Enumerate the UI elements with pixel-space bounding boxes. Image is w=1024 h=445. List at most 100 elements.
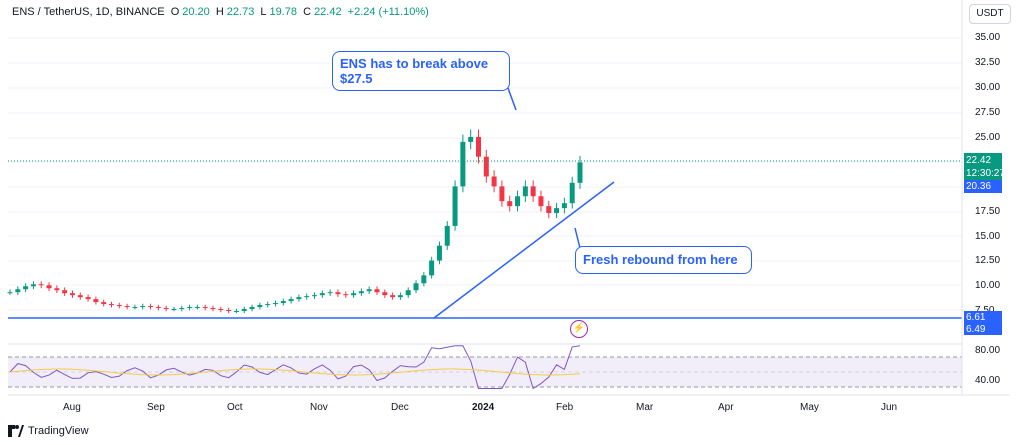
time-axis-label: Apr	[718, 402, 734, 413]
candle	[515, 196, 521, 207]
candle	[171, 309, 177, 311]
time-axis-label: Jun	[881, 402, 898, 413]
price-axis-label: 12.50	[975, 255, 1001, 266]
candle	[46, 285, 52, 289]
level-a-value: 6.61	[966, 312, 986, 323]
time-axis-label: Feb	[556, 402, 574, 413]
currency-button[interactable]: USDT	[969, 4, 1011, 24]
time-axis-label: Dec	[391, 402, 409, 413]
time-axis-label: Mar	[636, 402, 654, 413]
candle	[85, 297, 91, 300]
candle	[218, 309, 224, 311]
open-value: 20.20	[182, 6, 210, 18]
close-value: 22.42	[314, 6, 342, 18]
price-axis-label: 30.00	[975, 82, 1001, 93]
candle	[444, 225, 450, 246]
tradingview-brand[interactable]: TradingView	[8, 425, 89, 437]
candle	[382, 292, 388, 296]
candle	[335, 292, 341, 295]
change-value: +2.24 (+11.10%)	[347, 6, 429, 18]
close-label: C	[303, 6, 312, 18]
candle	[366, 289, 372, 292]
candle	[30, 284, 36, 287]
candle	[483, 156, 489, 177]
candle	[499, 186, 505, 202]
level-b-value: 6.49	[966, 324, 986, 335]
candle	[7, 292, 13, 294]
symbol-title[interactable]: ENS / TetherUS, 1D, BINANCE	[12, 6, 165, 18]
candle	[62, 290, 68, 294]
rsi-ma-line	[9, 368, 581, 376]
time-axis-label: Aug	[63, 402, 81, 413]
price-axis-label: 15.00	[975, 231, 1001, 242]
time-axis-label: Sep	[147, 402, 165, 413]
candle	[304, 296, 310, 298]
candle	[507, 201, 513, 207]
candle	[288, 299, 294, 302]
candle	[343, 294, 349, 296]
candle	[421, 275, 427, 284]
candle	[491, 176, 497, 187]
candle	[475, 136, 481, 157]
brand-name: TradingView	[28, 425, 89, 437]
candle	[155, 307, 161, 309]
candle	[468, 136, 474, 142]
high-value: 22.73	[226, 6, 255, 18]
candle	[554, 208, 560, 214]
price-axis-label: 35.00	[975, 32, 1001, 43]
candle	[397, 295, 403, 298]
candle	[351, 293, 357, 296]
candle	[249, 307, 255, 310]
tradingview-logo-icon	[8, 425, 24, 437]
candle	[54, 288, 60, 291]
price-axis-label: 10.00	[975, 280, 1001, 291]
last-price-tag: 22.42 12:30:27	[964, 153, 1005, 183]
candle	[109, 304, 115, 306]
low-label: L	[260, 6, 267, 18]
price-axis-label: 25.00	[975, 132, 1001, 143]
support-trendline[interactable]	[433, 181, 615, 319]
candle	[327, 292, 333, 294]
time-axis-label: 2024	[472, 402, 495, 413]
candle	[522, 186, 528, 197]
candle	[265, 304, 271, 306]
candle	[561, 203, 567, 209]
candle	[23, 286, 29, 290]
callout-bottom-pointer	[574, 227, 581, 249]
high-label: H	[215, 6, 224, 18]
candle	[460, 141, 466, 187]
callout-top-pointer	[507, 87, 517, 111]
open-label: O	[170, 6, 180, 18]
candle	[312, 295, 318, 297]
event-lightning-icon[interactable]: ⚡	[570, 320, 588, 338]
time-axis-label: Oct	[227, 402, 243, 413]
candle	[233, 310, 239, 312]
price-axis-label: 7.50	[975, 305, 994, 316]
candle	[569, 182, 575, 204]
price-axis-label: 17.50	[975, 206, 1001, 217]
candle	[413, 283, 419, 291]
candle	[38, 284, 44, 286]
price-axis-label: 27.50	[975, 107, 1001, 118]
candle	[405, 290, 411, 296]
candle	[93, 299, 99, 303]
last-price-value: 22.42	[966, 155, 992, 166]
candle	[577, 162, 583, 183]
rsi-axis-upper: 80.00	[975, 345, 1001, 356]
candle	[148, 306, 154, 308]
prior-price-tag: 20.36	[964, 180, 1002, 193]
time-axis-label: Nov	[310, 402, 328, 413]
callout-fresh-rebound[interactable]: Fresh rebound from here	[575, 246, 752, 274]
candle	[280, 301, 286, 304]
candle	[226, 310, 232, 311]
candle	[69, 293, 75, 296]
candle	[202, 307, 208, 309]
candle	[179, 308, 185, 310]
level-tag: 6.61 6.49	[964, 311, 1002, 335]
candle	[296, 297, 302, 300]
candle	[241, 309, 247, 311]
rsi-line	[9, 345, 581, 390]
callout-break-above[interactable]: ENS has to break above $27.5	[332, 51, 510, 91]
candle	[210, 308, 216, 310]
